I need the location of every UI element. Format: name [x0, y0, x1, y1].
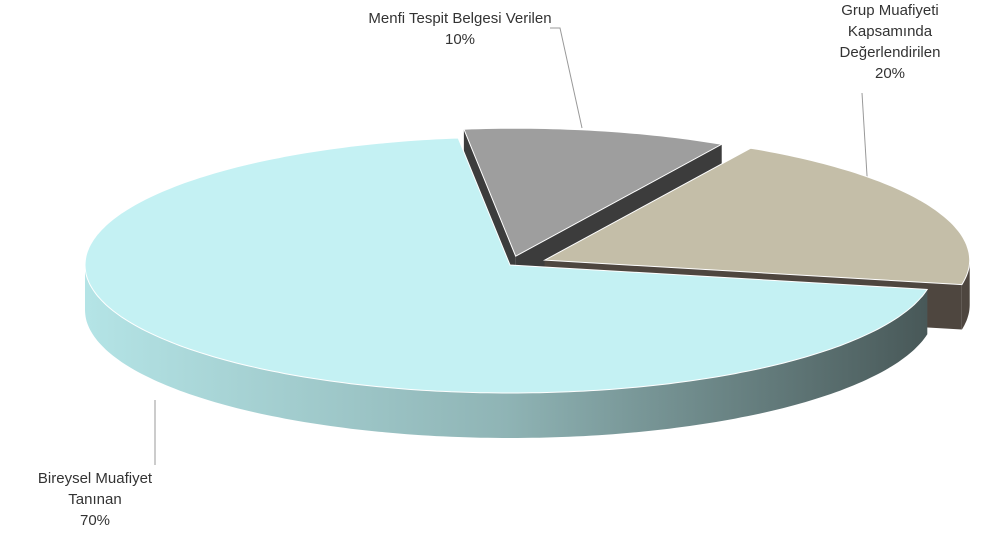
value-label: 70%: [79, 512, 111, 529]
leader-lines: [154, 27, 869, 465]
value-label: 10%: [444, 31, 476, 48]
slice-side: [961, 260, 970, 330]
category-label: Grup Muafiyeti Kapsamında Değerlendirile…: [839, 2, 941, 61]
category-label: Bireysel Muafiyet Tanınan: [37, 470, 153, 508]
leader-line: [550, 27, 583, 129]
data-label: Grup Muafiyeti Kapsamında Değerlendirile…: [790, 0, 990, 84]
data-label: Menfi Tespit Belgesi Verilen 10%: [360, 8, 560, 50]
slice: [84, 137, 929, 394]
leader-line: [861, 92, 869, 193]
slice: [542, 147, 971, 286]
data-label: Bireysel Muafiyet Tanınan 70%: [0, 468, 195, 531]
slice-side: [85, 265, 928, 438]
category-label: Menfi Tespit Belgesi Verilen: [368, 10, 552, 27]
slice: [463, 127, 724, 257]
value-label: 20%: [874, 65, 906, 82]
